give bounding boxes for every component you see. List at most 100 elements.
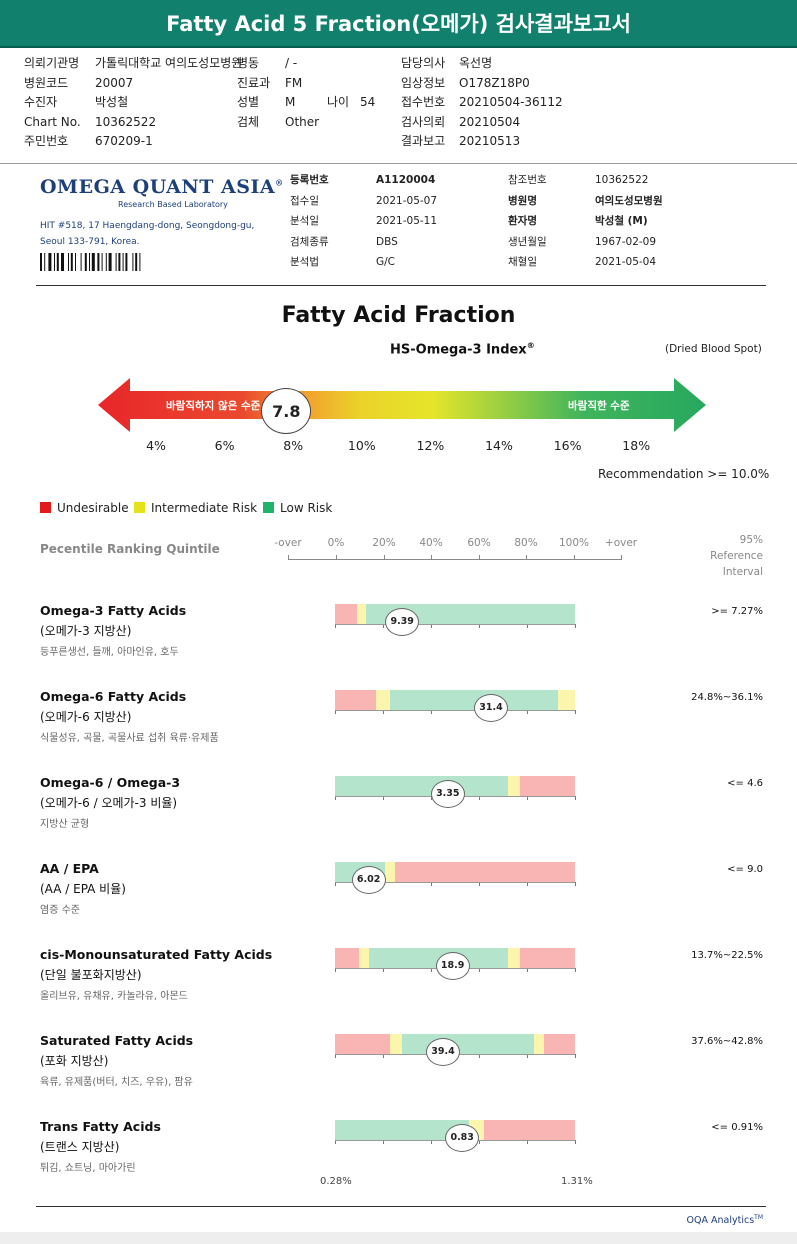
barcode-bar — [122, 253, 124, 271]
info-value: 여의도성모병원 — [595, 194, 663, 207]
header-value: 20210504 — [459, 114, 521, 129]
barcode-bar — [56, 253, 59, 271]
barcode-bar — [132, 253, 134, 271]
bar-tick — [575, 796, 576, 800]
bar-tick — [479, 624, 480, 628]
bar-tick — [527, 624, 528, 628]
range-segment-green — [390, 690, 559, 710]
row-foods: 염증 수준 — [40, 905, 80, 916]
header-label: 접수번호 — [401, 95, 446, 109]
row-reference: 13.7%~22.5% — [691, 950, 763, 961]
info-value: 2021-05-11 — [376, 215, 438, 227]
row-subtitle: (AA / EPA 비율) — [40, 882, 126, 896]
percentile-tick-mark — [574, 555, 575, 560]
info-value: 2021-05-07 — [376, 194, 438, 207]
header-value: FM — [285, 75, 303, 90]
reference-interval-header: 95% Reference Interval — [710, 534, 763, 578]
barcode-bar — [115, 253, 117, 271]
bar-tick — [575, 1140, 576, 1144]
bar-tick — [335, 1054, 336, 1058]
row-foods: 식물성유, 곡물, 곡물사료 섭취 육류·유제품 — [40, 733, 219, 744]
percentile-tick: 0% — [327, 537, 345, 549]
barcode-bar — [80, 253, 82, 271]
age-label: 나이 — [327, 95, 350, 109]
row-subtitle: (오메가-6 지방산) — [40, 710, 132, 724]
row-reference: >= 7.27% — [711, 606, 763, 617]
percentile-tick-mark — [431, 555, 432, 560]
header-value: 옥선명 — [459, 56, 493, 70]
info-label: 검체종류 — [290, 235, 329, 248]
bar-tick — [431, 624, 432, 628]
row-reference: <= 9.0 — [727, 864, 763, 875]
barcode-bar — [105, 253, 107, 271]
row-reference: 24.8%~36.1% — [691, 692, 763, 703]
header-label: 결과보고 — [401, 134, 446, 148]
range-segment-red — [483, 1120, 575, 1140]
row-foods: 등푸른생선, 들깨, 아마인유, 호두 — [40, 647, 179, 658]
bar-tick — [431, 1140, 432, 1144]
range-segment-red — [519, 776, 575, 796]
row-foods: 튀김, 쇼트닝, 마아가린 — [40, 1163, 136, 1174]
info-label: 분석일 — [290, 215, 319, 227]
barcode-image — [40, 253, 141, 271]
row-foods: 올리브유, 유채유, 카놀라유, 아몬드 — [40, 991, 188, 1002]
bar-tick — [335, 882, 336, 886]
bar-tick — [527, 968, 528, 972]
bar-tick — [335, 710, 336, 714]
barcode-bar — [135, 253, 138, 271]
range-segment-yellow — [385, 862, 395, 882]
legend-swatch — [134, 502, 145, 513]
barcode-bar — [97, 253, 100, 271]
bar-tick — [383, 796, 384, 800]
index-title: HS-Omega-3 Index® — [390, 341, 535, 358]
range-segment-yellow — [507, 948, 520, 968]
value-marker: 6.02 — [351, 866, 386, 894]
row-name: Omega-6 Fatty Acids — [40, 689, 187, 704]
barcode-bar — [70, 253, 73, 271]
range-segment-red — [543, 1034, 575, 1054]
range-min-label: 0.28% — [320, 1176, 352, 1187]
header-label: 병동 — [237, 56, 260, 70]
row-foods: 지방산 균형 — [40, 819, 90, 830]
header-label: 담당의사 — [401, 56, 446, 70]
bar-tick — [479, 882, 480, 886]
lab-logo: OMEGA QUANT ASIA® — [40, 176, 284, 198]
range-segment-yellow — [558, 690, 575, 710]
info-label: 분석법 — [290, 256, 319, 268]
bar-tick — [527, 882, 528, 886]
percentile-axis — [288, 559, 621, 560]
header-value: 20007 — [95, 75, 134, 90]
barcode-bar — [84, 253, 87, 271]
row-name: Omega-3 Fatty Acids — [40, 603, 187, 618]
index-tick-label: 4% — [146, 438, 166, 453]
row-subtitle: (오메가-3 지방산) — [40, 624, 132, 638]
row-name: Trans Fatty Acids — [40, 1119, 161, 1134]
row-subtitle: (트랜스 지방산) — [40, 1140, 120, 1154]
index-tick-label: 14% — [485, 438, 513, 453]
bar-tick — [335, 796, 336, 800]
footer-divider — [36, 1206, 766, 1207]
index-tick-label: 10% — [347, 438, 376, 453]
header-label: 성별 — [237, 95, 260, 109]
section-title: Fatty Acid Fraction — [281, 303, 516, 328]
undesirable-label: 바람직하지 않은 수준 — [166, 400, 261, 412]
range-segment-red — [335, 1034, 391, 1054]
bar-tick — [575, 968, 576, 972]
info-label: 환자명 — [508, 215, 537, 227]
barcode-bar — [89, 253, 90, 271]
barcode-bar — [101, 253, 103, 271]
header-label: 주민번호 — [24, 134, 69, 148]
percentile-tick: 40% — [419, 537, 443, 549]
barcode-bar — [75, 253, 76, 271]
legend-item: Low Risk — [263, 501, 332, 515]
range-segment-yellow — [375, 690, 391, 710]
index-tick-label: 12% — [416, 438, 445, 453]
bar-tick — [383, 710, 384, 714]
sample-type: (Dried Blood Spot) — [665, 343, 762, 355]
row-name: Saturated Fatty Acids — [40, 1033, 194, 1048]
range-segment-yellow — [390, 1034, 403, 1054]
percentile-tick: 60% — [467, 537, 491, 549]
bar-tick — [431, 710, 432, 714]
percentile-tick-mark — [621, 555, 622, 560]
barcode-bar — [118, 253, 121, 271]
